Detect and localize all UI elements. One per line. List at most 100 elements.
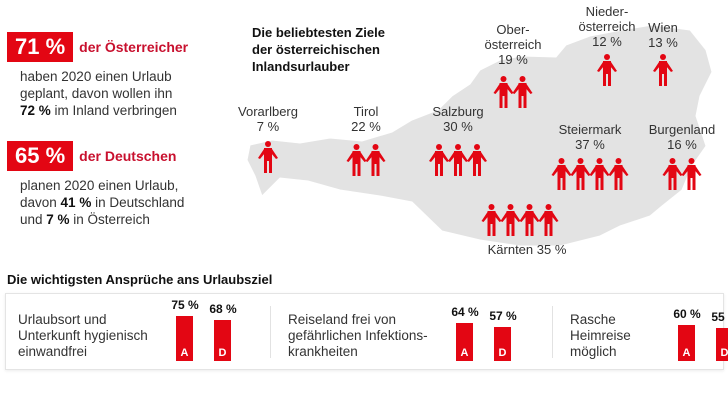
region-name: österreich xyxy=(484,37,542,52)
region-name: Ober- xyxy=(496,22,530,37)
person-icon xyxy=(258,141,278,173)
requirement-label-line: Urlaubsort und xyxy=(18,312,107,327)
person-icon xyxy=(365,144,386,176)
person-icon xyxy=(467,144,487,176)
region-label: Salzburg 30 % xyxy=(432,104,483,134)
bar-value: 57 % xyxy=(489,308,517,323)
bold-value: 7 % xyxy=(46,212,70,227)
person-icon xyxy=(538,204,559,236)
requirement-label-line: krankheiten xyxy=(288,344,358,359)
person-icon xyxy=(551,158,572,190)
requirement-group: Reiseland frei von gefährlichen Infektion… xyxy=(276,294,517,371)
desc-line: 72 % im Inland verbringen xyxy=(20,102,188,119)
region-value: 7 % xyxy=(256,119,280,134)
person-icon xyxy=(589,158,610,190)
person-icon xyxy=(597,54,617,86)
bar-value: 68 % xyxy=(209,302,237,317)
region-label: Kärnten 35 % xyxy=(487,242,567,257)
requirement-label-line: gefährlichen Infektions- xyxy=(288,328,428,343)
region-name: Nieder- xyxy=(585,4,629,19)
person-icon xyxy=(608,158,629,190)
stat-description: planen 2020 einen Urlaub, davon 41 % in … xyxy=(20,177,184,228)
requirement-label-line: möglich xyxy=(570,344,617,359)
map-title-line: Inlandsurlauber xyxy=(252,59,350,74)
stat-austrians: 71 % der Österreicher haben 2020 einen Ur… xyxy=(7,32,188,119)
stat-label: der Deutschen xyxy=(79,148,177,164)
region-value: 12 % xyxy=(592,34,622,49)
stat-badge: 71 % xyxy=(7,32,74,62)
bar-value: 55 % xyxy=(711,310,728,324)
stat-description: haben 2020 einen Urlaub geplant, davon w… xyxy=(20,68,188,119)
region-name: Salzburg xyxy=(432,104,484,119)
region-value: 22 % xyxy=(351,119,381,134)
region-value: 19 % xyxy=(498,52,528,67)
stat-badge: 65 % xyxy=(7,141,74,171)
bar-letter: A xyxy=(460,347,469,359)
bar-letter: A xyxy=(180,347,189,359)
region-label: Wien 13 % xyxy=(648,20,678,50)
desc-line: und 7 % in Österreich xyxy=(20,211,184,228)
divider xyxy=(270,306,271,358)
desc-line: haben 2020 einen Urlaub xyxy=(20,69,172,84)
bar-value: 64 % xyxy=(451,304,479,319)
bar-value: 75 % xyxy=(171,298,199,312)
requirement-label: Rasche Heimreise möglich xyxy=(570,312,631,360)
requirements-panel: Urlaubsort und Unterkunft hygienisch einwa… xyxy=(5,293,728,371)
person-icon xyxy=(481,204,502,236)
requirement-label-line: Unterkunft hygienisch xyxy=(18,328,148,343)
person-icon xyxy=(570,158,591,190)
requirement-label-line: Heimreise xyxy=(570,328,631,343)
person-icon xyxy=(448,144,468,176)
person-icon xyxy=(681,158,702,190)
bar-letter: D xyxy=(218,347,227,359)
bar-letter: A xyxy=(682,347,691,359)
austria-map xyxy=(246,24,713,247)
stat-label: der Österreicher xyxy=(79,39,189,55)
person-icon xyxy=(519,204,540,236)
region-name: Vorarlberg xyxy=(238,104,298,119)
person-icon xyxy=(662,158,683,190)
person-icon xyxy=(493,76,514,108)
region-label: Vorarlberg 7 % xyxy=(238,104,298,134)
region-name: Steiermark xyxy=(558,122,622,137)
bar-letter: D xyxy=(498,347,507,359)
map-title-line: der österreichischen xyxy=(252,42,380,57)
person-icon xyxy=(500,204,521,236)
person-icon xyxy=(429,144,449,176)
desc-text: im Inland verbringen xyxy=(50,103,177,118)
person-icon xyxy=(653,54,673,86)
bar-a: A xyxy=(176,316,193,361)
person-icon xyxy=(512,76,533,108)
requirement-label: Reiseland frei von gefährlichen Infektion… xyxy=(288,312,428,360)
desc-line: planen 2020 einen Urlaub, xyxy=(20,178,179,193)
requirement-label-line: Reiseland frei von xyxy=(288,312,397,327)
desc-text: davon xyxy=(20,195,61,210)
requirement-group: Urlaubsort und Unterkunft hygienisch einwa… xyxy=(6,294,246,371)
desc-line: davon 41 % in Deutschland xyxy=(20,194,184,211)
requirement-label-line: Rasche xyxy=(570,312,616,327)
desc-text: und xyxy=(20,212,47,227)
stat-germans: 65 % der Deutschen planen 2020 einen Urla… xyxy=(7,141,184,228)
region-value: 30 % xyxy=(443,119,473,134)
austria-shape xyxy=(246,24,713,247)
region-label: Ober-österreich 19 % xyxy=(484,22,541,67)
region-name: Burgenland xyxy=(648,122,716,137)
bold-value: 72 % xyxy=(20,103,51,118)
bar-letter: D xyxy=(720,347,728,359)
desc-text: in Deutschland xyxy=(91,195,185,210)
region-name: Tirol xyxy=(353,104,379,119)
region-value: 16 % xyxy=(667,137,697,152)
region-label: Steiermark 37 % xyxy=(559,122,622,152)
bar-d: D xyxy=(716,328,728,361)
bar-a: A xyxy=(678,325,695,361)
region-name: Wien xyxy=(648,20,678,35)
divider xyxy=(552,306,553,358)
region-label: Tirol 22 % xyxy=(351,104,381,134)
desc-line: geplant, davon wollen ihn xyxy=(20,86,173,101)
bold-value: 41 % xyxy=(60,195,92,210)
region-label: Nieder-österreich 12 % xyxy=(578,4,635,49)
desc-text: in Österreich xyxy=(69,212,150,227)
map-title: Die beliebtesten Ziele der österreichisc… xyxy=(252,24,385,75)
map-title-line: Die beliebtesten Ziele xyxy=(252,25,385,40)
